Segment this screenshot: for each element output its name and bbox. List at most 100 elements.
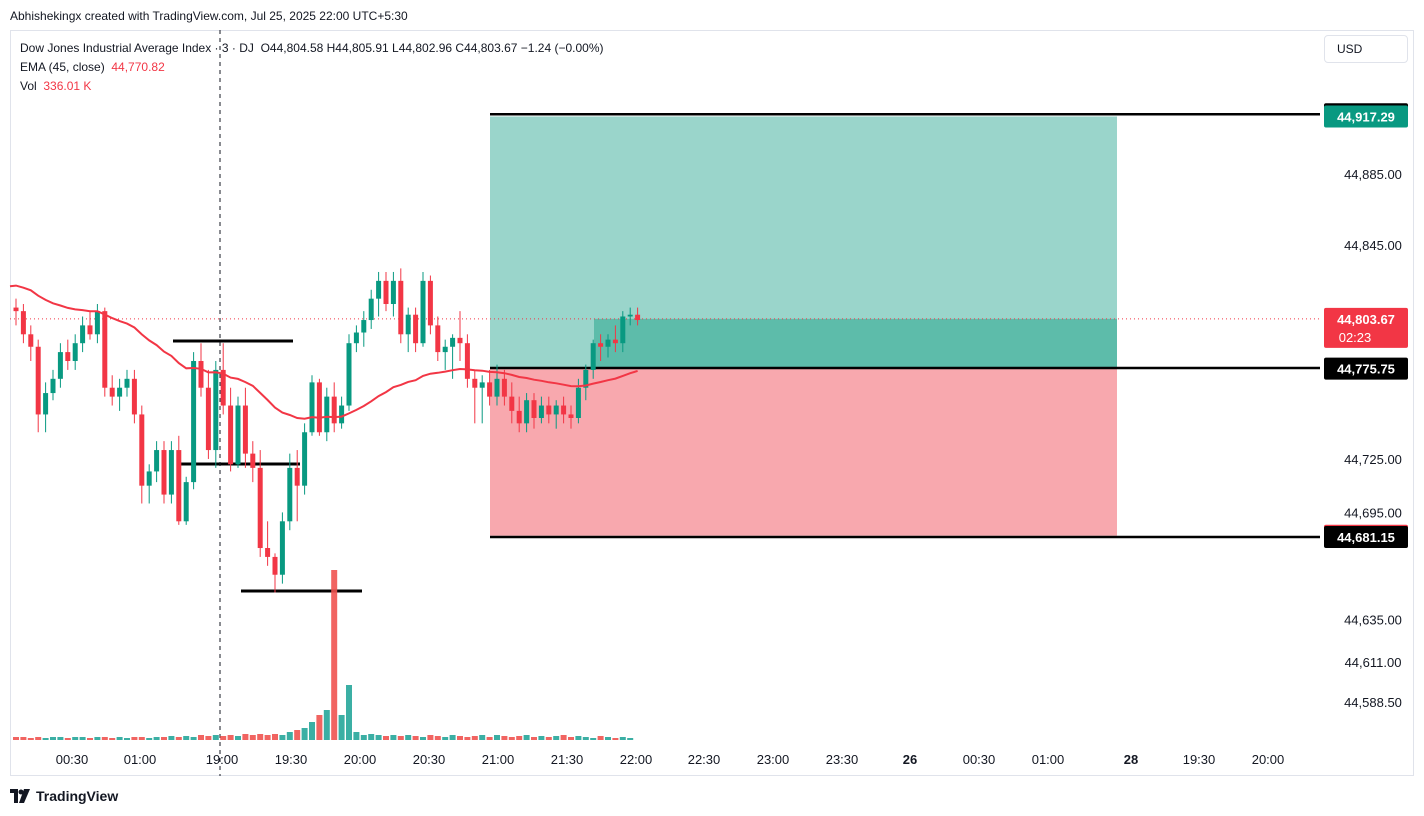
candle-body-16 (131, 378, 137, 415)
candle-body-41 (316, 382, 322, 433)
volume-bar-78 (590, 738, 597, 740)
time-tick-15: 28 (1124, 752, 1138, 767)
candle-body-44 (339, 405, 345, 424)
price-badge-text-1: 44,917.29 (1337, 109, 1395, 124)
volume-bar-80 (605, 737, 611, 740)
time-tick-10: 23:00 (757, 752, 790, 767)
time-tick-0: 00:30 (56, 752, 89, 767)
brand-name: TradingView (36, 788, 119, 804)
volume-bar-66 (501, 736, 508, 740)
candle-body-61 (464, 343, 470, 379)
candle-body-0 (13, 307, 19, 312)
time-tick-4: 20:00 (344, 752, 377, 767)
open-profit-zone (594, 318, 1117, 369)
candle-body-26 (205, 387, 211, 451)
volume-bar-9 (79, 737, 86, 740)
candle-body-15 (124, 378, 130, 388)
candle-body-52 (398, 280, 404, 335)
time-tick-16: 19:30 (1183, 752, 1216, 767)
volume-bar-57 (434, 736, 441, 740)
price-badge-text-5: 44,681.15 (1337, 530, 1395, 545)
legend-vol-label: Vol (20, 79, 37, 93)
volume-bar-12 (101, 737, 108, 740)
legend-symbol: Dow Jones Industrial Average Index · 3 ·… (20, 41, 254, 55)
volume-bar-7 (64, 738, 71, 740)
time-tick-6: 21:00 (482, 752, 515, 767)
volume-bar-36 (279, 735, 286, 740)
price-badge-2 (1324, 307, 1408, 348)
volume-bar-22 (175, 737, 182, 740)
candle-body-46 (353, 332, 359, 344)
volume-bar-50 (383, 736, 389, 740)
candle-body-40 (309, 382, 315, 433)
candle-body-53 (405, 314, 411, 335)
volume-bar-46 (353, 732, 360, 740)
time-tick-12: 26 (903, 752, 917, 767)
candle-body-84 (635, 314, 641, 321)
candle-body-67 (509, 396, 515, 411)
volume-bar-11 (94, 737, 101, 740)
candle-body-82 (620, 316, 626, 344)
candle-body-51 (390, 280, 396, 305)
candle-body-28 (220, 369, 226, 406)
candle-body-68 (516, 410, 522, 424)
volume-bar-59 (449, 735, 456, 740)
volume-bar-30 (235, 736, 241, 740)
tradingview-logo[interactable]: TradingView (10, 788, 118, 804)
volume-bar-49 (375, 735, 382, 740)
volume-bar-56 (427, 735, 434, 740)
chart-frame (10, 30, 1414, 776)
candle-body-4 (43, 393, 49, 415)
candle-body-74 (561, 405, 567, 415)
candle-body-70 (531, 400, 537, 418)
time-tick-17: 20:00 (1252, 752, 1285, 767)
volume-bar-64 (486, 737, 493, 740)
candle-body-33 (257, 467, 263, 549)
loss-zone (490, 368, 1117, 536)
price-badge-5 (1324, 526, 1408, 549)
volume-bar-70 (531, 737, 537, 740)
tradingview-icon (10, 789, 30, 803)
candle-body-76 (575, 387, 581, 418)
volume-bar-58 (442, 737, 449, 740)
candle-body-64 (487, 382, 493, 397)
candle-body-60 (457, 337, 463, 344)
currency-button[interactable]: USD (1324, 35, 1408, 63)
candle-body-43 (331, 396, 337, 424)
candle-body-11 (94, 311, 100, 335)
legend-ohlc: O44,804.58 H44,805.91 L44,802.96 C44,803… (260, 41, 604, 55)
volume-bar-28 (220, 736, 227, 740)
candle-body-27 (213, 369, 219, 451)
candle-body-47 (361, 320, 367, 333)
candle-body-59 (450, 337, 456, 347)
candle-body-79 (598, 343, 604, 347)
volume-bar-53 (405, 735, 412, 740)
volume-bar-77 (582, 737, 589, 740)
volume-bar-0 (13, 737, 19, 740)
volume-bar-47 (360, 735, 367, 740)
time-tick-5: 20:30 (413, 752, 446, 767)
legend-vol-value: 336.01 K (43, 79, 92, 93)
candle-body-5 (50, 378, 56, 394)
volume-bar-19 (153, 737, 160, 740)
volume-bar-39 (301, 728, 308, 740)
candle-body-75 (568, 414, 574, 418)
candle-body-12 (102, 311, 108, 388)
candle-body-17 (139, 414, 145, 486)
volume-bar-10 (87, 738, 93, 740)
volume-bar-83 (627, 738, 634, 740)
candle-body-65 (494, 378, 500, 397)
volume-bar-31 (242, 734, 249, 740)
volume-bar-13 (109, 738, 116, 740)
volume-bar-24 (190, 737, 197, 740)
volume-bar-75 (568, 737, 574, 740)
time-tick-14: 01:00 (1032, 752, 1065, 767)
volume-bar-21 (168, 736, 175, 740)
candle-body-25 (198, 361, 204, 388)
time-tick-13: 00:30 (963, 752, 996, 767)
time-tick-7: 21:30 (551, 752, 584, 767)
candle-body-37 (287, 467, 293, 522)
volume-bar-34 (264, 735, 271, 740)
volume-bar-61 (464, 737, 471, 740)
